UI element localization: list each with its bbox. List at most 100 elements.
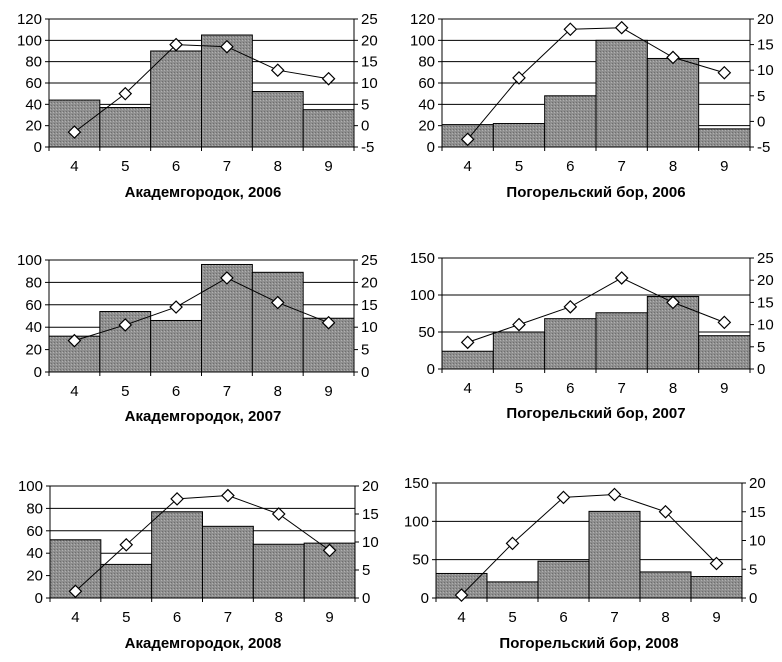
line-series <box>467 277 725 343</box>
chart-title: Погорельский бор, 2008 <box>499 635 678 652</box>
line-marker-7 <box>614 271 629 285</box>
line-series <box>74 277 329 342</box>
line-marker-8 <box>270 63 285 78</box>
y-tick-label: 0 <box>427 139 435 156</box>
bar-5 <box>99 107 152 148</box>
line-marker-4 <box>454 588 469 602</box>
line-series <box>75 495 330 592</box>
y-tick-label: 0 <box>34 139 42 156</box>
x-tick-label: 6 <box>566 158 574 175</box>
y-tick-label: 40 <box>418 96 435 113</box>
y-tick-label: 40 <box>25 96 42 113</box>
line-marker-9 <box>717 315 732 330</box>
line-marker-7 <box>614 20 629 35</box>
y2-tick-label: -5 <box>361 139 374 156</box>
y2-tick-label: 15 <box>749 504 766 521</box>
x-tick-label: 6 <box>559 609 567 626</box>
line-marker-9 <box>322 543 337 558</box>
y2-tick-label: 0 <box>362 590 370 607</box>
y2-tick-label: 5 <box>362 562 370 579</box>
bar-6 <box>544 318 597 370</box>
line-marker-7 <box>220 271 234 285</box>
line-marker-4 <box>68 584 83 599</box>
y2-tick-label: 20 <box>362 478 379 495</box>
line-marker-5 <box>512 71 526 85</box>
line-marker-8 <box>666 50 680 65</box>
x-tick-label: 6 <box>566 380 574 397</box>
bar-5 <box>486 581 539 599</box>
y-tick-label: 100 <box>404 513 429 530</box>
x-tick-label: 7 <box>617 158 625 175</box>
y-tick-label: 80 <box>418 54 435 71</box>
chart-title: Академгородок, 2007 <box>125 408 282 425</box>
line-marker-8 <box>666 295 680 310</box>
x-tick-label: 8 <box>661 609 669 626</box>
line-marker-9 <box>321 71 336 86</box>
y-tick-label: 150 <box>410 250 435 267</box>
line-marker-9 <box>321 315 336 330</box>
bar-8 <box>251 91 304 148</box>
y2-tick-label: 0 <box>361 364 369 381</box>
line-series <box>467 27 725 140</box>
x-tick-label: 5 <box>121 383 129 400</box>
bar-5 <box>100 563 153 599</box>
x-tick-label: 9 <box>325 609 333 626</box>
bar-5 <box>492 331 546 370</box>
line-marker-6 <box>563 299 578 314</box>
y-tick-label: 50 <box>418 324 435 341</box>
x-tick-label: 5 <box>508 609 516 626</box>
y-tick-label: 40 <box>25 319 42 336</box>
y2-tick-label: 0 <box>757 113 765 130</box>
y-tick-label: 100 <box>18 478 43 495</box>
x-tick-label: 9 <box>324 383 332 400</box>
line-marker-7 <box>221 488 235 503</box>
y2-tick-label: 20 <box>757 11 774 28</box>
y-tick-label: 40 <box>26 545 43 562</box>
x-tick-label: 8 <box>274 383 282 400</box>
y-tick-label: 80 <box>25 54 42 71</box>
x-tick-label: 7 <box>617 380 625 397</box>
y-tick-label: 100 <box>410 32 435 49</box>
line-marker-5 <box>119 537 134 552</box>
line-marker-7 <box>607 487 622 502</box>
x-tick-label: 9 <box>712 609 720 626</box>
y2-tick-label: 0 <box>757 361 765 378</box>
y-tick-label: 0 <box>35 590 43 607</box>
x-tick-label: 4 <box>70 158 78 175</box>
y2-tick-label: 5 <box>361 96 369 113</box>
x-tick-label: 5 <box>122 609 130 626</box>
y2-tick-label: 10 <box>749 533 766 550</box>
line-marker-6 <box>169 300 183 314</box>
y-tick-label: 60 <box>418 75 435 92</box>
y2-tick-label: 5 <box>749 561 757 578</box>
x-tick-label: 6 <box>172 383 180 400</box>
bar-7 <box>201 34 253 148</box>
line-marker-6 <box>169 37 183 52</box>
y-tick-label: 100 <box>17 32 42 49</box>
x-tick-label: 4 <box>71 609 79 626</box>
y2-tick-label: 15 <box>757 37 774 54</box>
line-series <box>74 44 329 133</box>
y-tick-label: 100 <box>410 287 435 304</box>
y-tick-label: 80 <box>25 274 42 291</box>
x-tick-label: 4 <box>457 609 465 626</box>
x-tick-label: 9 <box>720 380 728 397</box>
line-marker-8 <box>271 507 286 521</box>
line-marker-9 <box>717 65 732 80</box>
x-tick-label: 8 <box>669 158 677 175</box>
bar-6 <box>151 511 204 599</box>
line-marker-6 <box>563 22 578 37</box>
y2-tick-label: 15 <box>362 506 379 523</box>
chart-title: Погорельский бор, 2007 <box>506 405 685 422</box>
bar-6 <box>150 50 203 148</box>
bar-7 <box>595 39 648 148</box>
y2-tick-label: 20 <box>757 272 774 289</box>
